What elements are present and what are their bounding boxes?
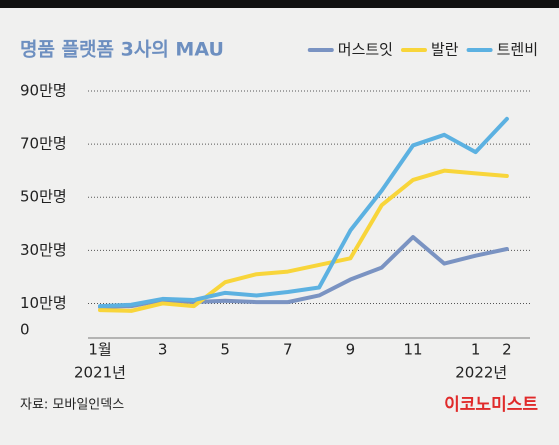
year-label: 2021년 [74, 364, 126, 382]
legend-label: 머스트잇 [338, 41, 393, 59]
chart-title: 명품 플랫폼 3사의 MAU [20, 39, 224, 61]
x-tick-label: 5 [220, 341, 230, 359]
x-tick-label: 11 [403, 341, 422, 359]
x-tick-label: 7 [283, 341, 293, 359]
y-tick-label: 0 [20, 321, 30, 339]
x-tick-label: 2 [502, 341, 512, 359]
legend-label: 트렌비 [497, 41, 538, 59]
y-tick-label: 50만명 [20, 188, 67, 206]
top-bar [0, 0, 559, 8]
series-line [98, 116, 509, 309]
y-tick-label: 90만명 [20, 82, 67, 100]
legend-label: 발란 [431, 41, 459, 59]
x-tick-label: 1 [471, 341, 481, 359]
x-tick-label: 9 [346, 341, 356, 359]
year-label: 2022년 [455, 364, 507, 382]
x-tick-label: 1월 [88, 341, 111, 359]
source: 자료: 모바일인덱스 [20, 398, 124, 413]
y-tick-label: 30만명 [20, 241, 67, 259]
brand: 이코노미스트 [444, 395, 538, 415]
series-line [98, 168, 509, 313]
y-tick-label: 10만명 [20, 294, 67, 312]
x-tick-label: 3 [158, 341, 168, 359]
y-tick-label: 70만명 [20, 135, 67, 153]
